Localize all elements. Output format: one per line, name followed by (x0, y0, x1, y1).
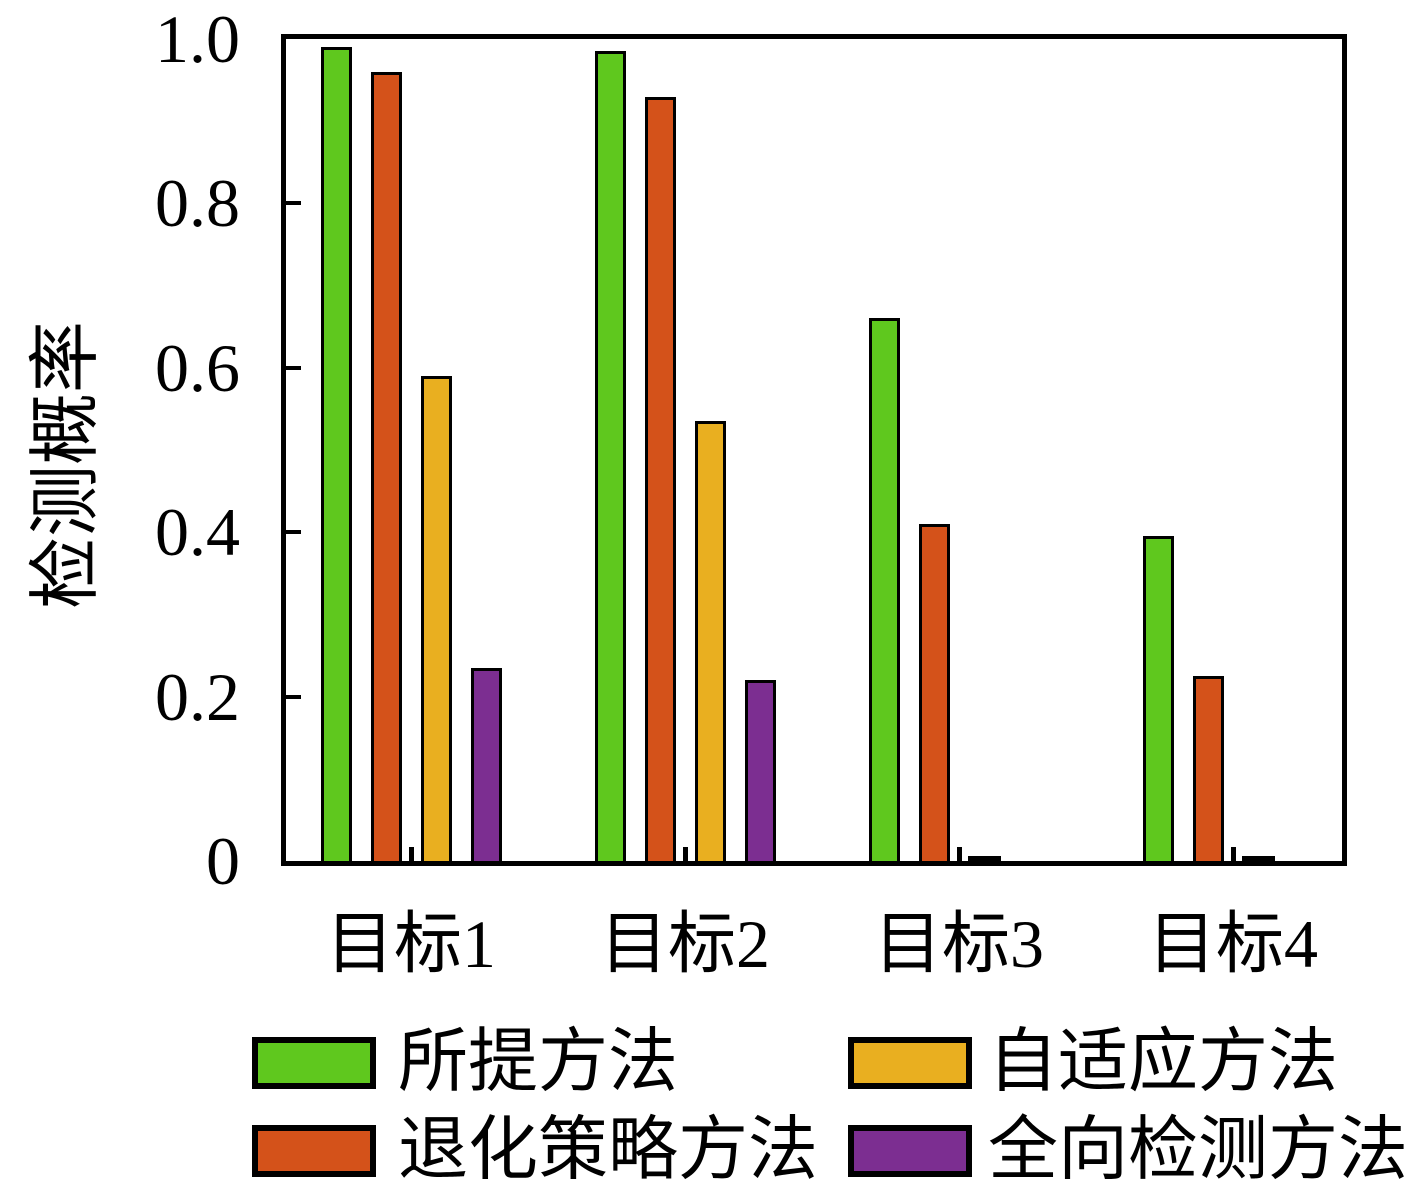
y-tickmark-0.2 (286, 695, 301, 699)
bar-退化策略方法-目标3 (919, 524, 950, 861)
bars-layer (286, 39, 1342, 861)
bar-退化策略方法-目标2 (645, 97, 676, 861)
y-tick-label-0.2: 0.2 (155, 658, 240, 735)
y-tickmark-0.6 (286, 366, 301, 370)
y-tick-label-0.6: 0.6 (155, 329, 240, 406)
y-tickmark-0.4 (286, 530, 301, 534)
y-tick-label-0.4: 0.4 (155, 494, 240, 571)
legend-swatch-退化策略方法 (252, 1125, 376, 1177)
bar-所提方法-目标1 (321, 47, 352, 861)
legend-swatch-所提方法 (252, 1037, 376, 1089)
y-tickmark-0.8 (286, 201, 301, 205)
plot-area (281, 34, 1347, 866)
y-tick-label-0: 0 (206, 823, 240, 899)
legend-label-自适应方法: 自适应方法 (988, 1024, 1338, 1101)
bar-自适应方法-目标4 (1242, 856, 1275, 861)
legend-label-全向检测方法: 全向检测方法 (988, 1112, 1408, 1181)
x-category-label-目标3: 目标3 (873, 906, 1044, 982)
bar-自适应方法-目标1 (421, 376, 452, 861)
x-tickmark-目标4 (1231, 847, 1236, 861)
bar-所提方法-目标2 (595, 51, 626, 861)
legend-label-退化策略方法: 退化策略方法 (398, 1112, 818, 1181)
x-tickmark-目标1 (409, 847, 414, 861)
x-category-label-目标1: 目标1 (325, 906, 496, 982)
bar-所提方法-目标3 (869, 318, 900, 861)
bar-退化策略方法-目标1 (371, 72, 402, 861)
x-tickmark-目标3 (957, 847, 962, 861)
legend-swatch-全向检测方法 (848, 1125, 972, 1177)
bar-所提方法-目标4 (1143, 536, 1174, 861)
x-category-label-目标4: 目标4 (1147, 906, 1318, 982)
x-tickmark-目标2 (683, 847, 688, 861)
x-category-label-目标2: 目标2 (599, 906, 770, 982)
bar-自适应方法-目标2 (695, 421, 726, 861)
legend-swatch-自适应方法 (848, 1037, 972, 1089)
bar-自适应方法-目标3 (968, 856, 1001, 861)
bar-全向检测方法-目标1 (471, 668, 502, 861)
bar-全向检测方法-目标2 (745, 680, 776, 861)
y-tick-label-0.8: 0.8 (155, 165, 240, 242)
bar-退化策略方法-目标4 (1193, 676, 1224, 861)
y-tick-label-1.0: 1.0 (155, 1, 240, 77)
legend-label-所提方法: 所提方法 (398, 1024, 678, 1101)
